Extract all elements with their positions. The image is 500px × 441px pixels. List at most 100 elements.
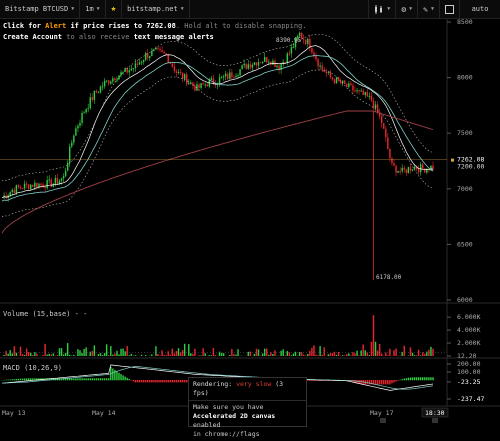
candle-body xyxy=(385,129,386,138)
candle-body xyxy=(178,72,179,73)
macd-indicator-label[interactable]: MACD (10,26,9) xyxy=(3,364,62,372)
volume-bar xyxy=(430,347,431,356)
volume-bar xyxy=(57,355,58,356)
volume-bar xyxy=(79,350,80,356)
volume-bar xyxy=(14,346,15,356)
volume-bar xyxy=(174,354,175,356)
create-account-link[interactable]: Create Account xyxy=(3,33,62,41)
volume-bar xyxy=(414,355,415,356)
macd-bar xyxy=(96,378,97,380)
alert-link[interactable]: Alert xyxy=(45,22,66,30)
help-line-3: in chrome://flags xyxy=(193,430,302,439)
volume-bar xyxy=(356,351,357,356)
macd-bar xyxy=(379,380,380,384)
volume-bar xyxy=(264,349,265,356)
candle-body xyxy=(67,163,68,171)
macd-bar xyxy=(406,378,407,380)
volume-bar xyxy=(3,355,4,356)
volume-bar xyxy=(332,353,333,356)
volume-bar xyxy=(124,351,125,356)
price-chart[interactable]: 850080007500700065006000■7262.087200.008… xyxy=(0,0,500,425)
ma-slow-line xyxy=(2,111,433,233)
macd-bar xyxy=(151,380,152,382)
candle-body xyxy=(120,72,121,75)
volume-bars xyxy=(3,315,433,356)
candle-body xyxy=(252,65,253,68)
bollinger-upper-line xyxy=(2,35,433,182)
help-line-2b: enabled xyxy=(193,421,220,429)
volume-bar xyxy=(354,353,355,356)
volume-bar xyxy=(102,355,103,356)
macd-bar xyxy=(85,378,86,380)
candle-body xyxy=(406,170,407,173)
volume-bar xyxy=(223,353,224,356)
volume-bar xyxy=(116,351,117,356)
macd-bar xyxy=(73,378,74,380)
candle-body xyxy=(334,79,335,83)
candle-body xyxy=(92,97,93,100)
volume-bar xyxy=(291,355,292,356)
candle-body xyxy=(69,147,70,163)
macd-bar xyxy=(118,373,119,381)
candle-body xyxy=(358,90,359,91)
candle-body xyxy=(289,54,290,55)
candle-body xyxy=(85,109,86,112)
volume-bar xyxy=(188,344,189,356)
volume-bar xyxy=(151,354,152,356)
candle-body xyxy=(57,178,58,184)
candle-body xyxy=(287,54,288,63)
volume-tick-label: 6.000K xyxy=(457,313,481,321)
candle-body xyxy=(51,180,52,187)
volume-tick-label: 4.000K xyxy=(457,326,481,334)
volume-bar xyxy=(293,354,294,356)
candle-body xyxy=(157,48,158,49)
macd-bar xyxy=(404,379,405,381)
volume-bar xyxy=(299,352,300,356)
macd-bar xyxy=(165,380,166,382)
candle-body xyxy=(324,69,325,72)
macd-bar xyxy=(174,380,175,382)
volume-bar xyxy=(53,353,54,356)
volume-indicator-label[interactable]: Volume (15,base) - - xyxy=(3,310,87,318)
volume-bar xyxy=(126,346,127,356)
macd-bar xyxy=(22,379,23,381)
volume-bar xyxy=(198,355,199,356)
macd-bar xyxy=(391,380,392,383)
candle-body xyxy=(36,183,37,188)
candle-body xyxy=(399,171,400,172)
candle-body xyxy=(422,164,423,168)
macd-bar xyxy=(172,380,173,382)
macd-bar xyxy=(410,378,411,381)
macd-bar xyxy=(135,380,136,382)
alert-line[interactable]: Click for Alert if price rises to 7262.0… xyxy=(3,21,307,32)
volume-bar xyxy=(190,353,191,356)
macd-bar xyxy=(16,379,17,380)
macd-bar xyxy=(108,378,109,380)
macd-bar xyxy=(178,380,179,382)
macd-bar xyxy=(395,380,396,382)
volume-bar xyxy=(110,346,111,356)
macd-bar xyxy=(385,380,386,384)
candle-body xyxy=(202,83,203,84)
candle-body xyxy=(311,48,312,53)
candle-body xyxy=(18,185,19,187)
candle-body xyxy=(420,164,421,172)
candle-body xyxy=(161,50,162,52)
volume-bar xyxy=(350,355,351,356)
volume-bar xyxy=(229,355,230,356)
volume-bar xyxy=(170,355,171,356)
volume-bar xyxy=(268,355,269,356)
candle-body xyxy=(256,62,257,65)
volume-bar xyxy=(155,346,156,356)
macd-bar xyxy=(83,378,84,380)
candle-body xyxy=(174,67,175,72)
volume-bar xyxy=(235,355,236,356)
volume-tick-label: 12.20 xyxy=(457,352,477,360)
volume-bar xyxy=(375,342,376,356)
candle-body xyxy=(77,126,78,129)
candle-body xyxy=(108,80,109,83)
volume-bar xyxy=(100,353,101,356)
macd-bar xyxy=(149,380,150,382)
volume-bar xyxy=(184,344,185,356)
volume-bar xyxy=(379,344,380,356)
